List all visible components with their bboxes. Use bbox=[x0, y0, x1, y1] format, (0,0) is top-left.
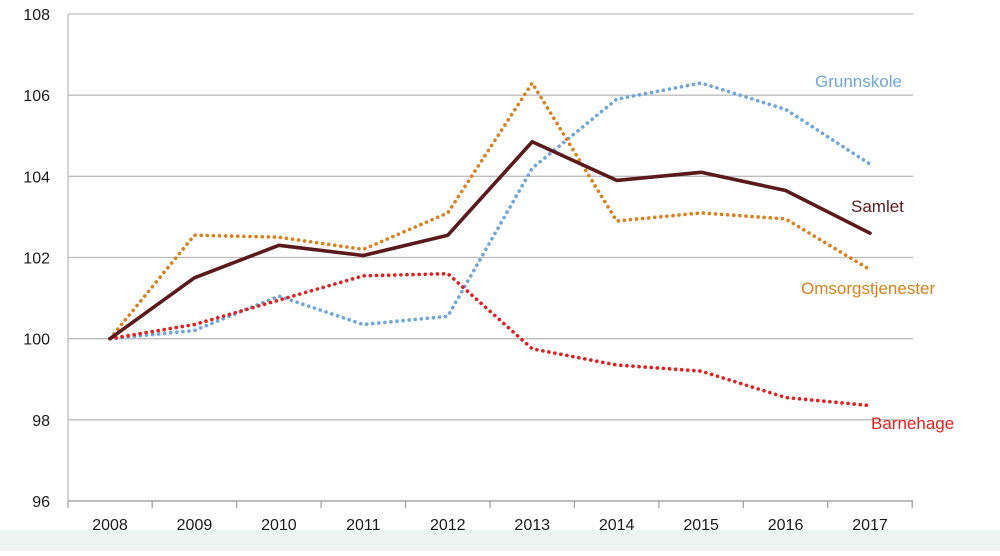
bottom-band bbox=[0, 530, 1000, 551]
x-tick-label: 2017 bbox=[852, 517, 888, 534]
y-tick-label: 104 bbox=[23, 169, 50, 186]
x-tick-label: 2015 bbox=[683, 517, 719, 534]
series-line-grunnskole bbox=[108, 81, 872, 341]
series-label-barnehage: Barnehage bbox=[871, 414, 954, 433]
x-tick-label: 2014 bbox=[599, 517, 635, 534]
series-label-grunnskole: Grunnskole bbox=[815, 72, 902, 91]
series-line-samlet bbox=[108, 140, 872, 341]
y-tick-label: 96 bbox=[32, 494, 50, 511]
y-tick-label: 108 bbox=[23, 7, 50, 24]
x-tick-label: 2013 bbox=[514, 517, 550, 534]
axis-layer: 96 98 100 102 104 106 108 2008 2009 2010 2011 2012 2… bbox=[23, 7, 913, 534]
label-layer: Grunnskole Samlet Omsorgstjenester Barnehag… bbox=[801, 72, 954, 433]
x-tick-label: 2011 bbox=[346, 517, 381, 534]
y-tick-label: 100 bbox=[23, 332, 50, 349]
series-label-samlet: Samlet bbox=[851, 197, 904, 216]
y-tick-label: 98 bbox=[32, 413, 50, 430]
series-layer bbox=[108, 81, 872, 408]
series-line-barnehage bbox=[108, 271, 872, 408]
y-tick-label: 102 bbox=[23, 251, 50, 268]
x-tick-label: 2008 bbox=[92, 517, 128, 534]
x-tick-label: 2009 bbox=[177, 517, 213, 534]
x-tick-label: 2016 bbox=[768, 517, 804, 534]
x-tick-label: 2012 bbox=[430, 517, 466, 534]
x-tick-label: 2010 bbox=[261, 517, 297, 534]
series-label-omsorgstjenester: Omsorgstjenester bbox=[801, 279, 935, 298]
grid-layer bbox=[68, 13, 913, 502]
y-tick-label: 106 bbox=[23, 88, 50, 105]
series-line-omsorgstjenester bbox=[108, 81, 872, 341]
